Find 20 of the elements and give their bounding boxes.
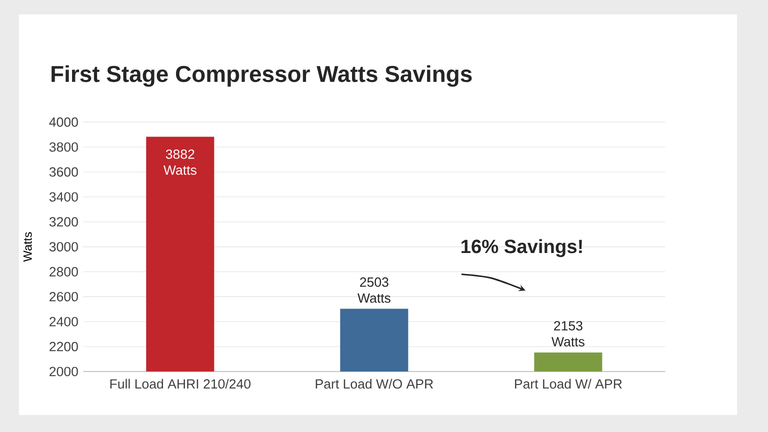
- y-tick-label: 2600: [50, 292, 78, 302]
- y-axis-title: Watts: [23, 232, 32, 262]
- y-tick-label: 3400: [49, 192, 78, 202]
- annotation: 16% Savings!: [462, 239, 582, 258]
- x-tick-label: Full Load AHRI 210/240: [110, 378, 251, 389]
- data-label: 2503 Watts: [358, 277, 390, 303]
- x-tick-label: Part Load W/O APR: [316, 378, 433, 389]
- y-tick-label: 4000: [49, 117, 78, 127]
- y-tick-label: 2400: [50, 316, 78, 326]
- chart-title: First Stage Compressor Watts Savings: [52, 65, 472, 87]
- data-label: 3882 Watts: [163, 149, 196, 175]
- y-tick-label: 3800: [49, 142, 78, 152]
- y-tick-label: 2800: [50, 267, 78, 276]
- y-tick-label: 3000: [49, 242, 78, 252]
- y-tick-label: 2000: [50, 366, 78, 376]
- x-tick-label: Part Load W/ APR: [515, 378, 622, 389]
- y-tick-label: 3600: [49, 167, 78, 177]
- data-label: 2153 Watts: [552, 321, 584, 346]
- y-tick-label: 2200: [50, 342, 78, 352]
- y-tick-label: 3200: [49, 217, 78, 227]
